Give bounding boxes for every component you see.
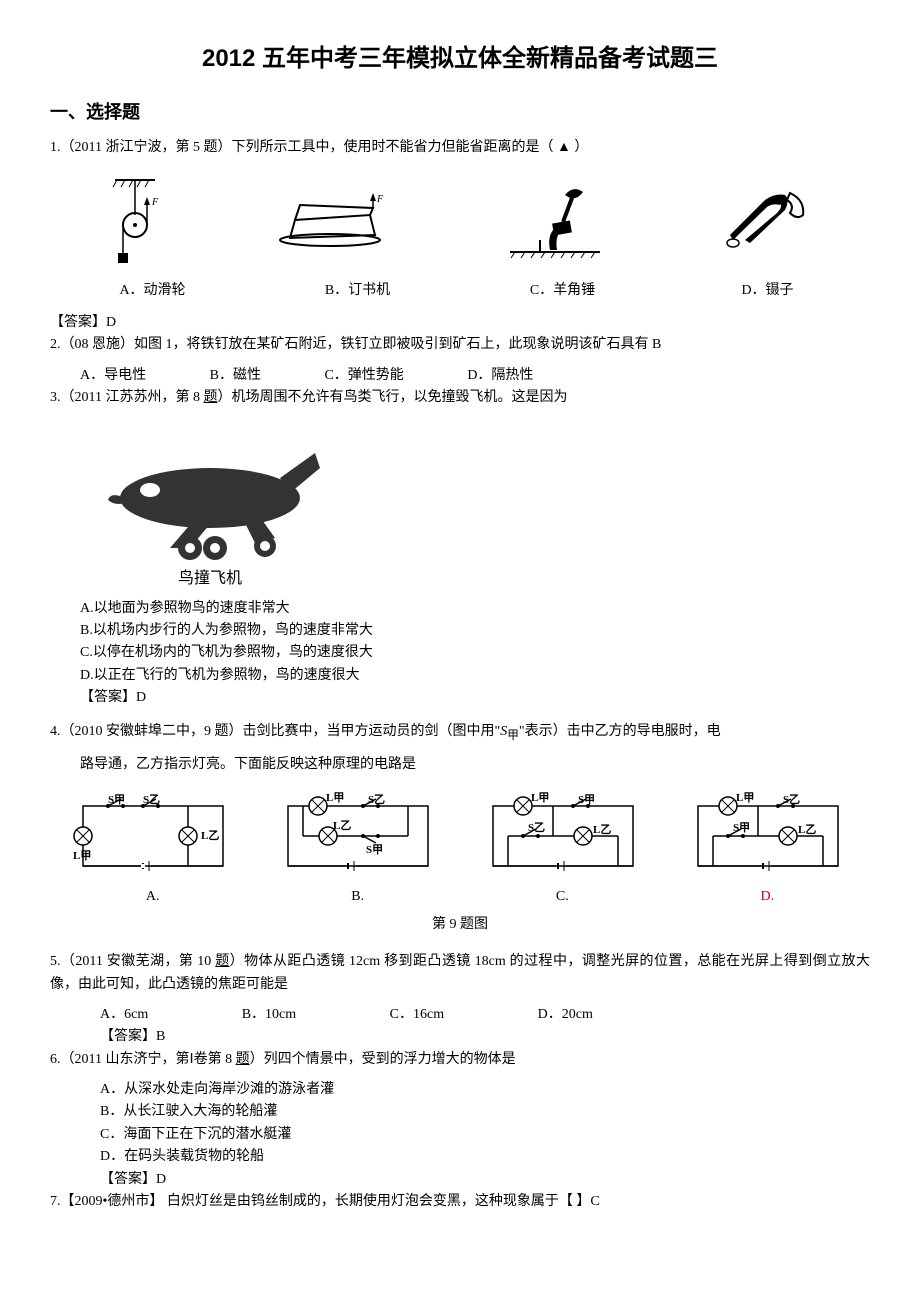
q1-opt-a: A．动滑轮 <box>50 280 255 302</box>
svg-text:S甲: S甲 <box>366 843 383 856</box>
q3-opt-a: A.以地面为参照物鸟的速度非常大 <box>80 598 870 620</box>
q4-text2: "表示）击中乙方的导电服时，电 <box>519 724 721 739</box>
circuit-d: L甲 S乙 S甲 L乙 <box>688 791 848 881</box>
svg-text:L甲: L甲 <box>326 791 344 804</box>
hammer-image <box>505 180 605 260</box>
svg-text:L乙: L乙 <box>201 829 219 842</box>
q2-options: A．导电性 B．磁性 C．弹性势能 D．隔热性 <box>80 365 870 387</box>
q3-after: ）机场周围不允许有鸟类飞行，以免撞毁飞机。这是因为 <box>217 390 567 405</box>
q5-answer: 【答案】B <box>100 1026 870 1048</box>
q4-text1: 4.（2010 安徽蚌埠二中，9 题）击剑比赛中，当甲方运动员的剑（图中用" <box>50 724 500 739</box>
svg-text:L甲: L甲 <box>531 791 549 804</box>
q3-opt-c: C.以停在机场内的飞机为参照物，鸟的速度很大 <box>80 642 870 664</box>
question-3: 3.（2011 江苏苏州，第 8 题）机场周围不允许有鸟类飞行，以免撞毁飞机。这… <box>50 387 870 409</box>
q1-opt-c: C．羊角锤 <box>460 280 665 302</box>
circuit-c: L甲 S甲 S乙 L乙 <box>483 791 643 881</box>
q2-opt-c: C．弹性势能 <box>324 368 403 383</box>
question-1: 1.（2011 浙江宁波，第 5 题）下列所示工具中，使用时不能省力但能省距离的… <box>50 137 870 159</box>
q6-answer: 【答案】D <box>100 1169 870 1191</box>
svg-text:L乙: L乙 <box>333 819 351 832</box>
svg-text:L乙: L乙 <box>593 823 611 836</box>
q4-label-d: D. <box>760 886 774 908</box>
q4-text3: 路导通，乙方指示灯亮。下面能反映这种原理的电路是 <box>80 754 870 776</box>
svg-text:S乙: S乙 <box>783 793 800 806</box>
tweezers-image <box>715 185 815 255</box>
svg-text:L甲: L甲 <box>73 849 91 862</box>
q4-circuits: S甲 S乙 L乙 L甲 L甲 S乙 L乙 S甲 L甲 S甲 <box>50 791 870 881</box>
section-1-heading: 一、选择题 <box>50 98 870 127</box>
q6-opt-b: B．从长江驶入大海的轮船灌 <box>100 1101 870 1123</box>
q4-label-c: C. <box>556 886 569 908</box>
q6-opt-d: D．在码头装载货物的轮船 <box>100 1146 870 1168</box>
q1-opt-b: B．订书机 <box>255 280 460 302</box>
q5-opt-c: C．16cm <box>390 1007 444 1022</box>
q6-after: ）列四个情景中，受到的浮力增大的物体是 <box>250 1052 516 1067</box>
q6-underline: 题 <box>236 1052 250 1067</box>
circuit-b: L甲 S乙 L乙 S甲 <box>278 791 438 881</box>
q1-images: F F <box>50 175 870 265</box>
q2-opt-b: B．磁性 <box>210 368 261 383</box>
q2-text: 2.（08 恩施）如图 1，将铁钉放在某矿石附近，铁钉立即被吸引到矿石上，此现象… <box>50 337 661 352</box>
question-5: 5.（2011 安徽芜湖，第 10 题）物体从距凸透镜 12cm 移到距凸透镜 … <box>50 951 870 996</box>
q3-answer: 【答案】D <box>80 687 870 709</box>
q5-options: A．6cm B．10cm C．16cm D．20cm <box>100 1004 870 1026</box>
svg-text:S甲: S甲 <box>578 793 595 806</box>
svg-text:F: F <box>151 197 159 208</box>
question-7: 7.【2009•德州市】 白炽灯丝是由钨丝制成的，长期使用灯泡会变黑，这种现象属… <box>50 1191 870 1213</box>
svg-text:S乙: S乙 <box>368 793 385 806</box>
q5-underline: 题 <box>215 954 229 969</box>
q2-opt-a: A．导电性 <box>80 368 146 383</box>
q4-label-b: B. <box>351 886 364 908</box>
q3-text: 3.（2011 江苏苏州，第 8 <box>50 390 203 405</box>
svg-text:F: F <box>376 194 384 205</box>
q4-sub: 甲 <box>507 729 519 742</box>
q1-text: 1.（2011 浙江宁波，第 5 题）下列所示工具中，使用时不能省力但能省距离的… <box>50 140 588 155</box>
svg-text:L乙: L乙 <box>798 823 816 836</box>
q3-opt-d: D.以正在飞行的飞机为参照物，鸟的速度很大 <box>80 665 870 687</box>
q6-opt-c: C．海面下正在下沉的潜水艇灌 <box>100 1124 870 1146</box>
svg-text:L甲: L甲 <box>736 791 754 804</box>
airplane-image: 鸟撞飞机 <box>80 418 360 598</box>
q1-answer: 【答案】D <box>50 312 870 334</box>
q6-text: 6.（2011 山东济宁，第Ⅰ卷第 8 <box>50 1052 236 1067</box>
circuit-a: S甲 S乙 L乙 L甲 <box>73 791 233 881</box>
svg-text:鸟撞飞机: 鸟撞飞机 <box>178 569 242 587</box>
q4-label-a: A. <box>146 886 160 908</box>
q5-opt-b: B．10cm <box>242 1007 296 1022</box>
q6-opt-a: A．从深水处走向海岸沙滩的游泳者灌 <box>100 1079 870 1101</box>
q5-text: 5.（2011 安徽芜湖，第 10 <box>50 954 215 969</box>
q7-text: 7.【2009•德州市】 白炽灯丝是由钨丝制成的，长期使用灯泡会变黑，这种现象属… <box>50 1194 600 1209</box>
question-2: 2.（08 恩施）如图 1，将铁钉放在某矿石附近，铁钉立即被吸引到矿石上，此现象… <box>50 334 870 356</box>
pulley-image: F <box>105 175 165 265</box>
q5-opt-a: A．6cm <box>100 1007 148 1022</box>
page-title: 2012 五年中考三年模拟立体全新精品备考试题三 <box>50 40 870 78</box>
q3-opt-b: B.以机场内步行的人为参照物，鸟的速度非常大 <box>80 620 870 642</box>
stapler-image: F <box>275 190 395 250</box>
q3-underline: 题 <box>203 390 217 405</box>
q1-options: A．动滑轮 B．订书机 C．羊角锤 D．镊子 <box>50 280 870 302</box>
q2-opt-d: D．隔热性 <box>467 368 533 383</box>
question-6: 6.（2011 山东济宁，第Ⅰ卷第 8 题）列四个情景中，受到的浮力增大的物体是 <box>50 1049 870 1071</box>
question-4: 4.（2010 安徽蚌埠二中，9 题）击剑比赛中，当甲方运动员的剑（图中用"S甲… <box>50 721 870 745</box>
q5-opt-d: D．20cm <box>538 1007 593 1022</box>
q1-opt-d: D．镊子 <box>665 280 870 302</box>
q4-labels: A. B. C. D. <box>50 886 870 908</box>
q4-caption: 第 9 题图 <box>50 914 870 936</box>
